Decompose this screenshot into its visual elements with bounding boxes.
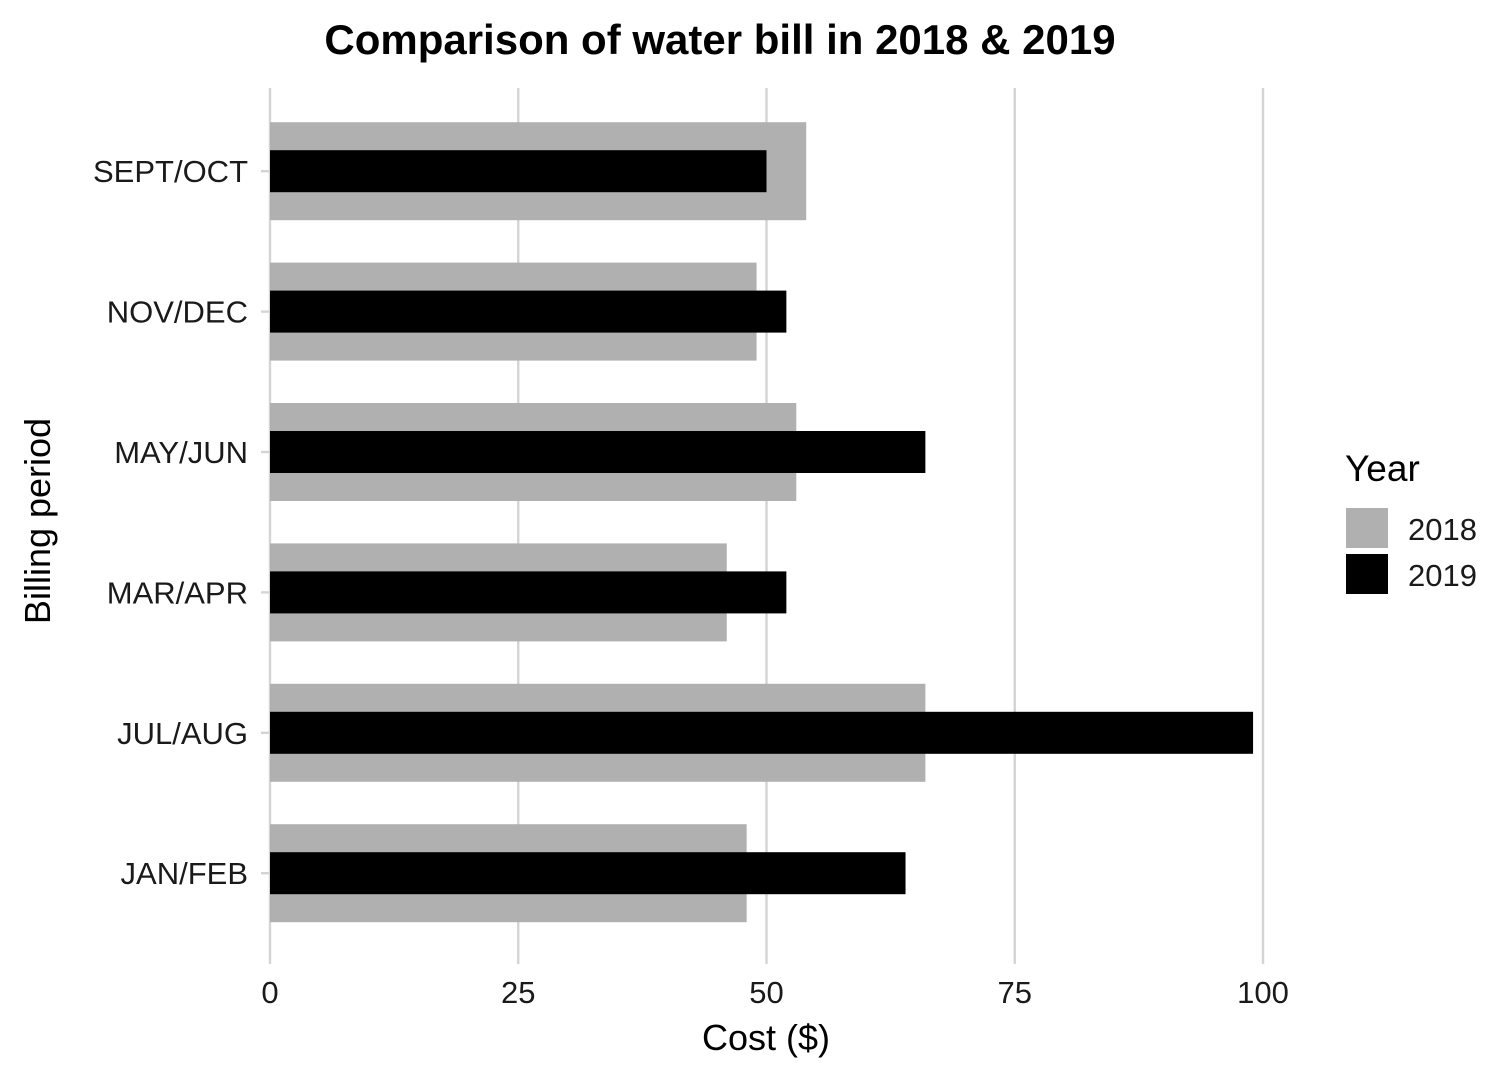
- x-tick-label: 25: [501, 975, 535, 1010]
- bar-2019-MAR/APR: [270, 571, 787, 614]
- x-tick-label: 75: [998, 975, 1032, 1010]
- y-axis-ticks: JAN/FEB JUL/AUG MAR/APR MAY/JUN NOV/DEC SEPT/…: [93, 154, 270, 891]
- bars: [270, 122, 1254, 923]
- y-tick-label: MAY/JUN: [114, 435, 248, 470]
- y-tick-label: SEPT/OCT: [93, 154, 248, 189]
- legend-swatch-2019: [1346, 554, 1388, 594]
- y-axis-title: Billing period: [17, 418, 58, 624]
- bar-2019-SEPT/OCT: [270, 150, 767, 193]
- legend-title: Year: [1345, 448, 1420, 489]
- legend: Year 2018 2019: [1345, 448, 1477, 594]
- y-tick-label: NOV/DEC: [107, 295, 248, 330]
- gridlines: [268, 88, 1265, 955]
- y-tick-label: JUL/AUG: [117, 716, 248, 751]
- y-tick-label: MAR/APR: [107, 575, 248, 610]
- y-tick-label: JAN/FEB: [121, 856, 248, 891]
- bar-2019-NOV/DEC: [270, 290, 787, 333]
- x-tick-label: 100: [1237, 975, 1289, 1010]
- x-tick-label: 0: [261, 975, 278, 1010]
- x-tick-label: 50: [749, 975, 783, 1010]
- legend-swatch-2018: [1346, 508, 1388, 548]
- legend-label-2019: 2019: [1408, 558, 1477, 593]
- legend-label-2018: 2018: [1408, 512, 1477, 547]
- x-axis-title: Cost ($): [702, 1017, 830, 1058]
- x-axis-ticks: 0 25 50 75 100: [261, 955, 1289, 1010]
- bar-2019-JUL/AUG: [270, 711, 1254, 754]
- bar-2019-JAN/FEB: [270, 852, 906, 895]
- bar-2019-MAY/JUN: [270, 431, 926, 473]
- chart-title: Comparison of water bill in 2018 & 2019: [324, 16, 1115, 63]
